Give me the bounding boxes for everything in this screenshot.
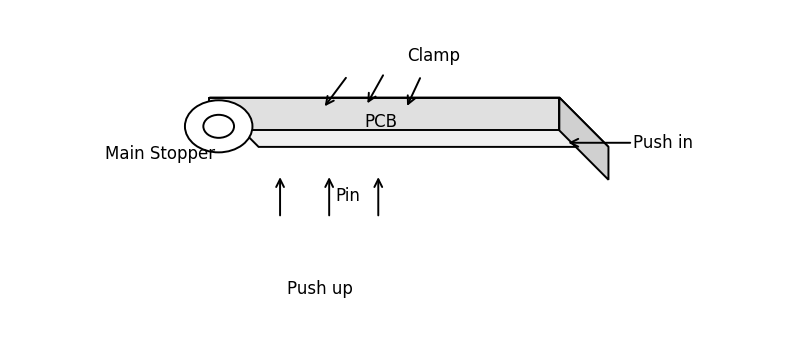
Polygon shape bbox=[209, 98, 608, 147]
Text: PCB: PCB bbox=[365, 113, 398, 131]
Text: Push up: Push up bbox=[287, 281, 353, 298]
Text: Pin: Pin bbox=[335, 187, 360, 205]
Polygon shape bbox=[209, 98, 559, 130]
Text: Clamp: Clamp bbox=[407, 47, 460, 66]
Text: Push in: Push in bbox=[633, 134, 693, 152]
Polygon shape bbox=[559, 98, 608, 180]
Ellipse shape bbox=[185, 100, 253, 152]
Ellipse shape bbox=[204, 115, 234, 138]
Text: Main Stopper: Main Stopper bbox=[105, 145, 215, 163]
